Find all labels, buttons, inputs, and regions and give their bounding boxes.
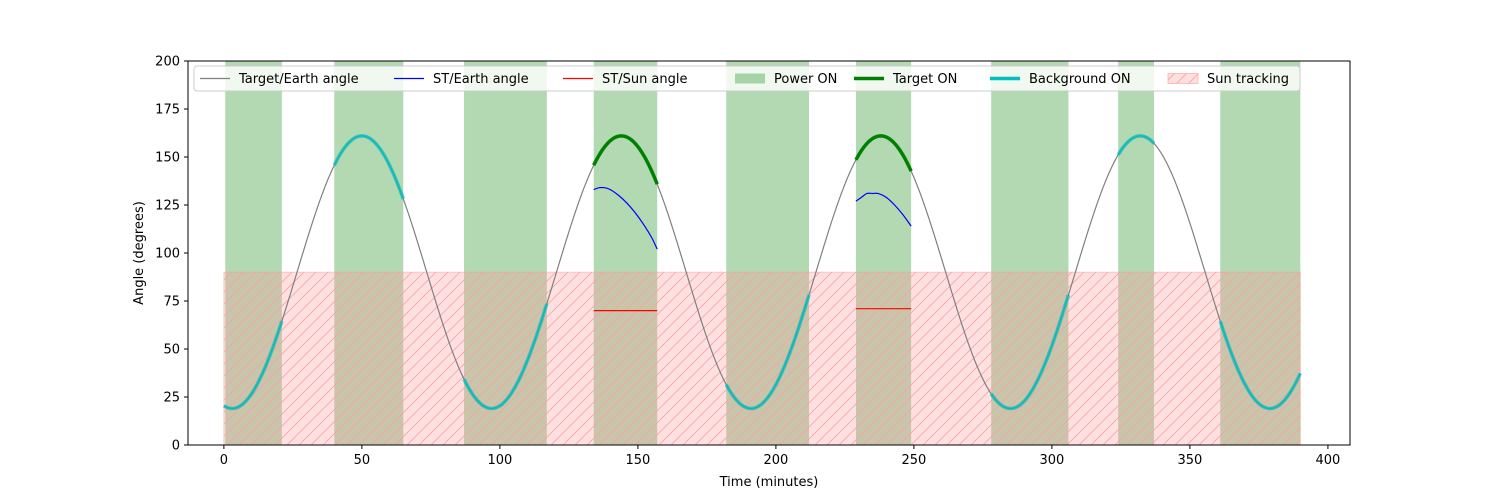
y-axis-label: Angle (degrees): [132, 201, 147, 305]
background-on-segment: [462, 303, 549, 411]
background-on-segment: [332, 134, 405, 200]
legend: Target/Earth angle ST/Earth angle ST/Sun a…: [193, 65, 1301, 92]
legend-entry: ST/Sun angle: [563, 72, 688, 87]
x-tick-label: 400: [1316, 453, 1341, 468]
x-tick-label: 200: [763, 453, 788, 468]
y-tick-label: 150: [155, 151, 180, 166]
y-tick-label: 25: [163, 391, 180, 406]
target-on-segment: [854, 134, 913, 172]
x-tick-label: 50: [354, 453, 371, 468]
y-tick-label: 100: [155, 247, 180, 262]
legend-entry: Power ON: [735, 72, 837, 87]
x-tick-label: 350: [1178, 453, 1203, 468]
background-on-segment: [1218, 320, 1302, 411]
background-on-segment: [1116, 134, 1156, 156]
legend-entry: ST/Earth angle: [394, 72, 529, 87]
legend-box: [193, 65, 1301, 92]
x-tick-label: 150: [625, 453, 650, 468]
target-on-segment: [592, 134, 659, 185]
y-axis-ticks: 0 25 50 75 100 125 150 175 200: [155, 55, 188, 454]
legend-label: Background ON: [1029, 72, 1131, 87]
legend-label: Target/Earth angle: [238, 72, 359, 87]
legend-entry: Sun tracking: [1167, 72, 1289, 87]
sun-tracking-hatch: [223, 272, 1301, 445]
x-tick-label: 250: [901, 453, 926, 468]
x-axis-label: Time (minutes): [719, 475, 819, 490]
y-tick-label: 0: [172, 439, 180, 454]
legend-patch-swatch: [735, 73, 765, 84]
sun-tracking-layer: [223, 271, 1301, 446]
st-earth-angle-line: [855, 192, 912, 227]
legend-label: Sun tracking: [1207, 72, 1289, 87]
y-tick-label: 75: [163, 295, 180, 310]
legend-label: ST/Sun angle: [602, 72, 688, 87]
y-tick-label: 175: [155, 103, 180, 118]
legend-entry: Background ON: [990, 72, 1131, 87]
legend-entry: Target/Earth angle: [200, 72, 359, 87]
legend-label: Power ON: [774, 72, 837, 87]
legend-label: ST/Earth angle: [433, 72, 529, 87]
y-tick-label: 50: [163, 343, 180, 358]
x-tick-label: 100: [487, 453, 512, 468]
x-tick-label: 0: [220, 453, 228, 468]
y-tick-label: 200: [155, 55, 180, 70]
y-tick-label: 125: [155, 199, 180, 214]
legend-label: Target ON: [892, 72, 957, 87]
x-axis-ticks: 0 50 100 150 200 250 300 350 400: [220, 445, 1341, 468]
background-on-segment: [222, 320, 284, 411]
st-earth-angle-line: [593, 186, 658, 250]
background-on-segment: [724, 294, 811, 411]
legend-hatch-pattern: [1168, 73, 1198, 84]
x-tick-label: 300: [1039, 453, 1064, 468]
background-on-segment: [989, 294, 1071, 411]
legend-entry: Target ON: [854, 72, 957, 87]
angle-lines-layer: [222, 134, 1302, 411]
